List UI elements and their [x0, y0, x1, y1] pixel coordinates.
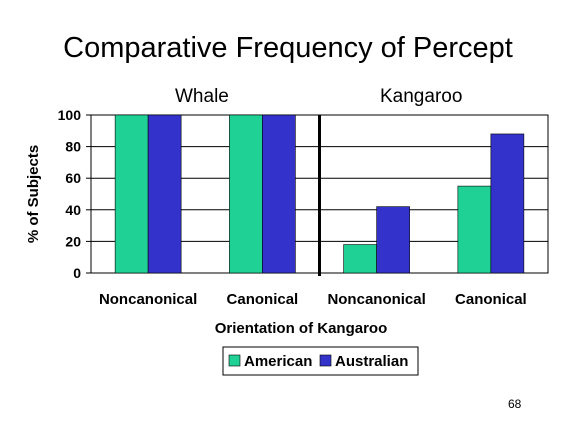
x-category-label: Canonical	[455, 291, 527, 308]
legend-label-american: American	[244, 353, 312, 370]
bar-american	[457, 185, 492, 274]
legend-swatch-american	[228, 354, 241, 367]
bar-american	[114, 114, 149, 274]
bar-australian	[147, 114, 182, 274]
group-label-kangaroo: Kangaroo	[380, 86, 463, 107]
x-category-label: Noncanonical	[327, 291, 425, 308]
y-tick-label: 60	[65, 170, 81, 186]
page-number: 68	[508, 397, 522, 411]
x-axis-title: Orientation of Kangaroo	[215, 320, 388, 337]
y-axis-title: % of Subjects	[25, 145, 42, 243]
bar-australian	[490, 133, 525, 274]
y-tick-label: 20	[65, 233, 81, 249]
y-tick-label: 80	[65, 139, 81, 155]
bar-australian	[262, 114, 296, 274]
bar-american	[343, 244, 377, 274]
legend-label-australian: Australian	[335, 353, 408, 370]
x-category-label: Noncanonical	[99, 291, 197, 308]
bar-american	[229, 114, 263, 274]
x-category-label: Canonical	[227, 291, 299, 308]
group-label-whale: Whale	[175, 86, 229, 107]
y-tick-label: 0	[73, 265, 81, 281]
chart-title: Comparative Frequency of Percept	[63, 32, 513, 64]
y-tick-label: 40	[65, 202, 81, 218]
legend-swatch-australian	[319, 354, 332, 367]
bar-australian	[376, 206, 410, 274]
y-tick-label: 100	[58, 107, 82, 123]
